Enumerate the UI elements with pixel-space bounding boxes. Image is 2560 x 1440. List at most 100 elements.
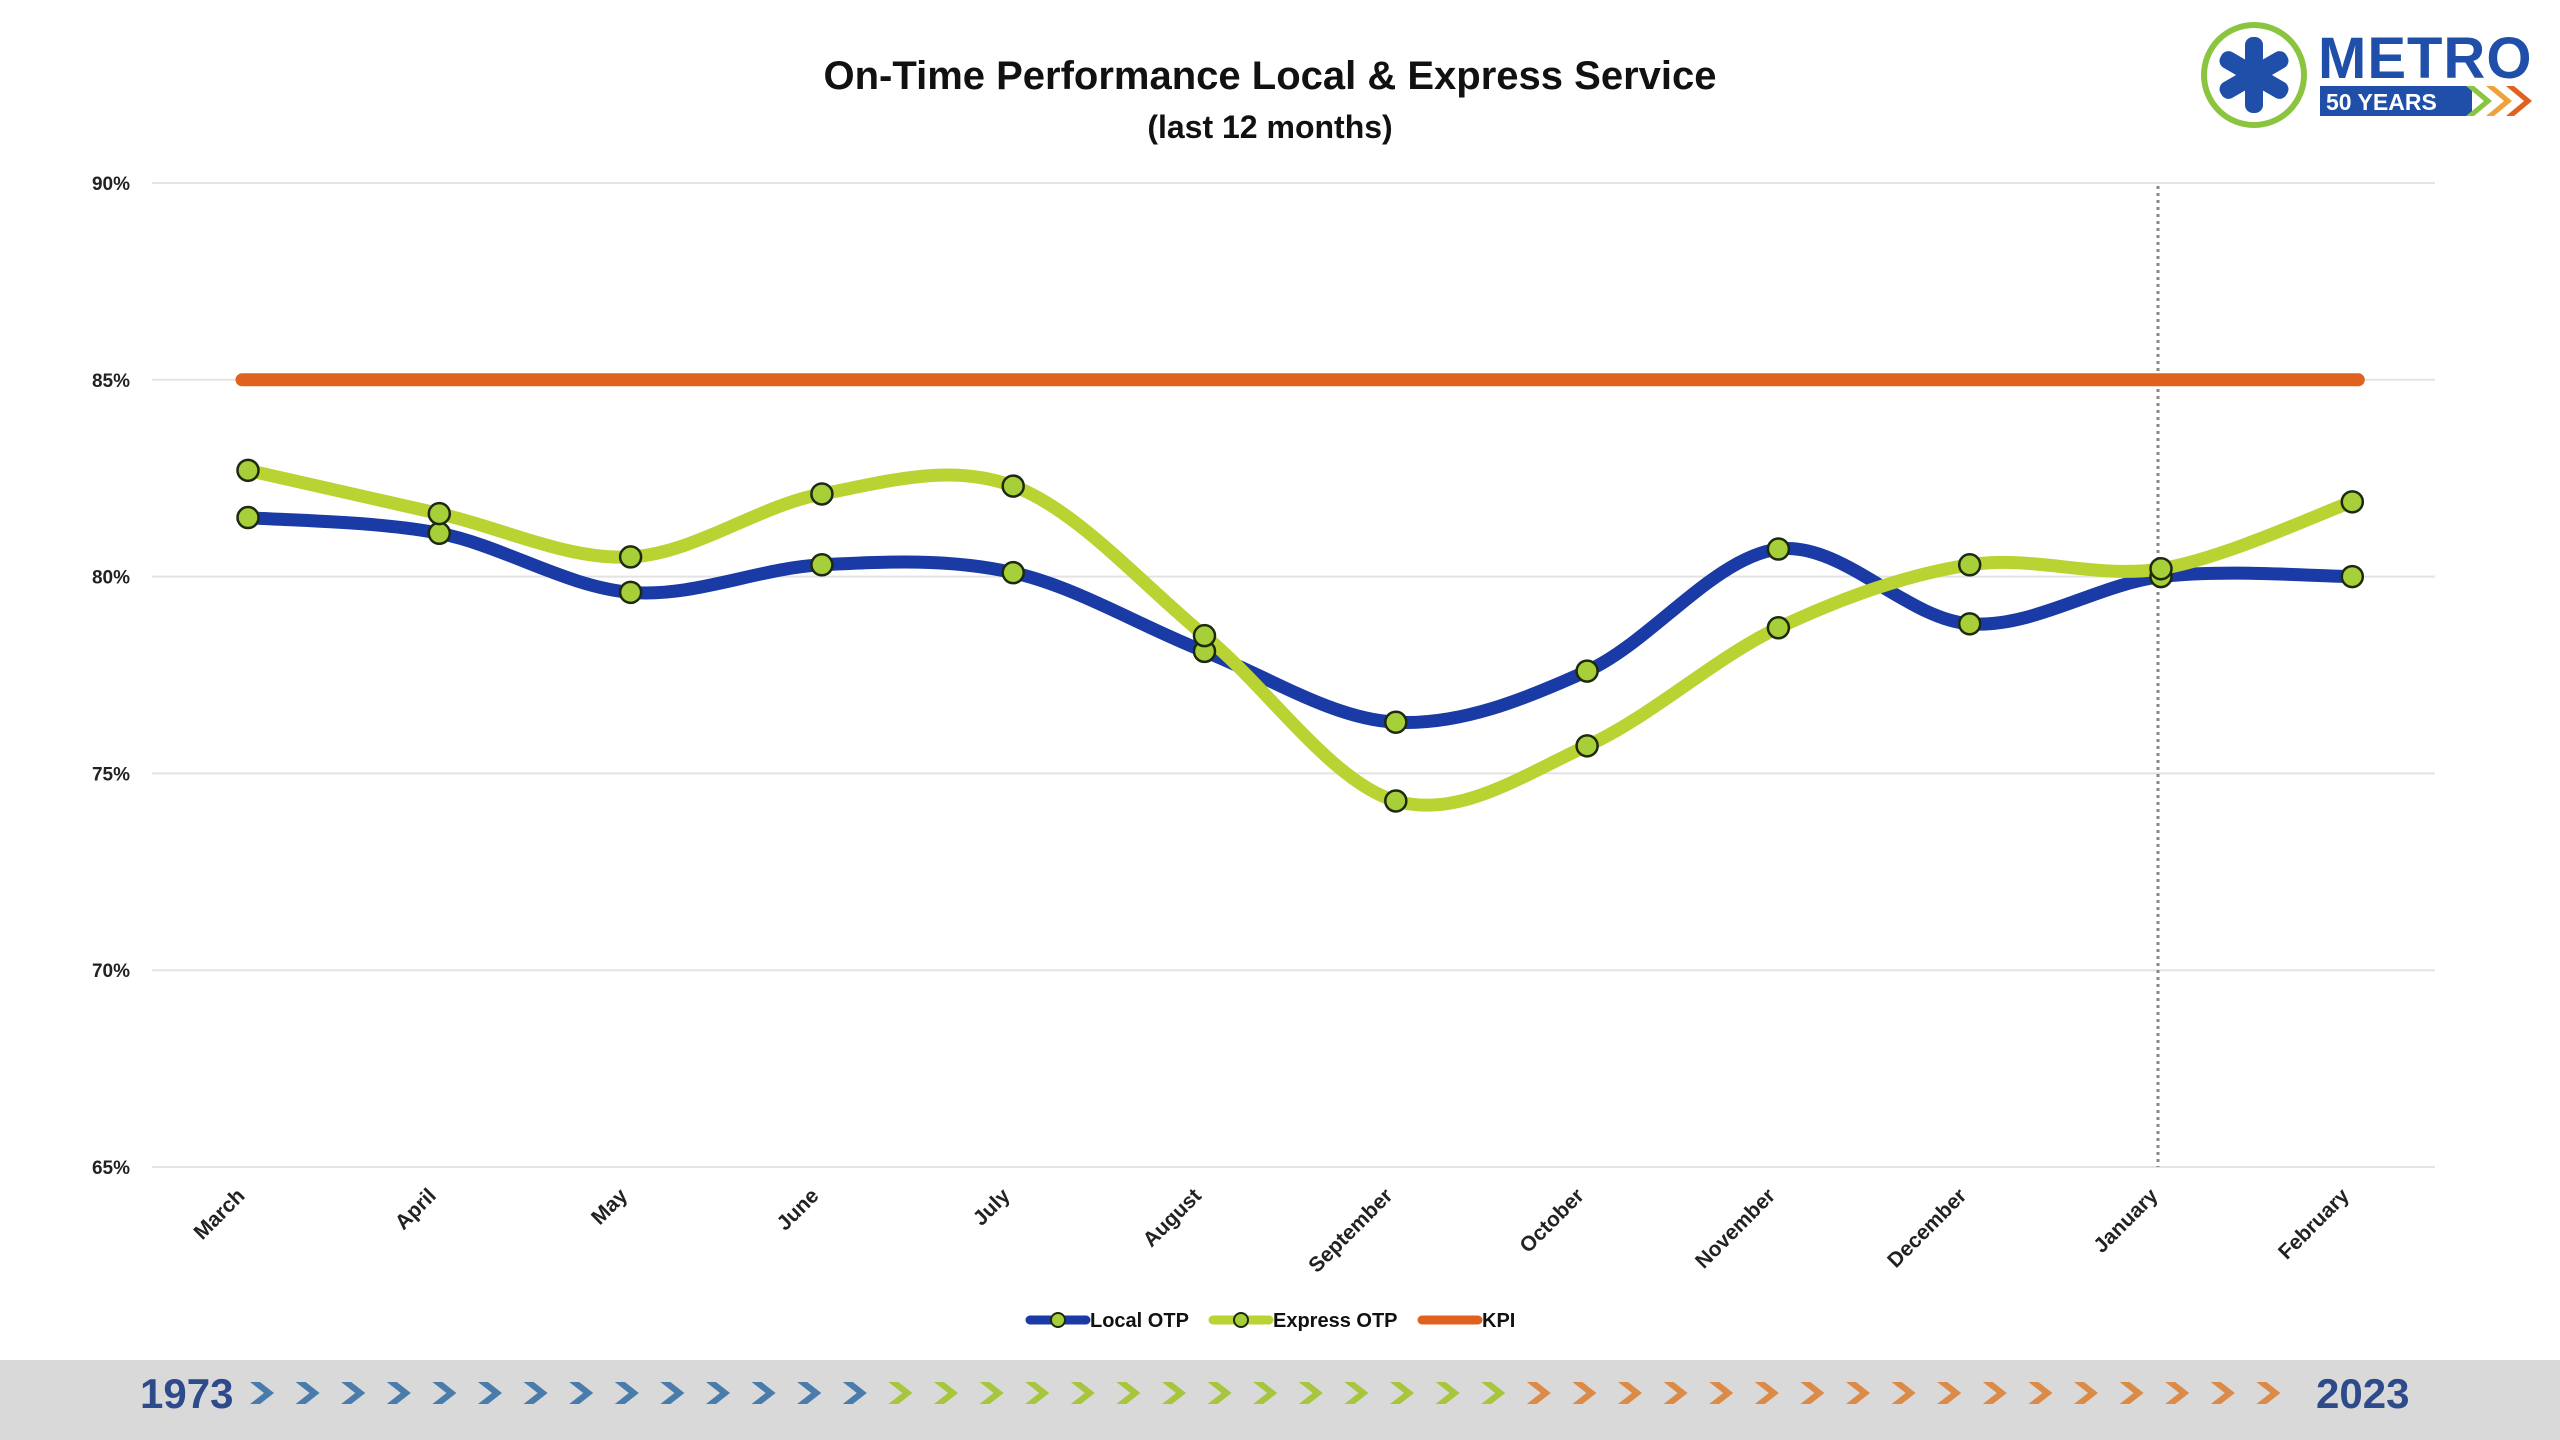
local-otp-point	[1575, 659, 1599, 683]
timeline-chevron-icon	[1162, 1382, 1186, 1404]
timeline-chevron-icon	[888, 1382, 913, 1404]
gridlines	[152, 182, 2435, 1168]
legend-label: Express OTP	[1273, 1310, 1398, 1332]
x-tick-label: April	[391, 1184, 441, 1234]
timeline-chevron-icon	[432, 1382, 457, 1404]
y-tick-label: 70%	[92, 961, 130, 982]
timeline-chevron-icon	[523, 1382, 548, 1404]
express-otp-point	[1384, 789, 1408, 813]
timeline-chevron-icon	[1891, 1382, 1916, 1404]
timeline-chevron-icon	[1618, 1382, 1642, 1404]
timeline-chevron-icon	[1390, 1382, 1414, 1404]
timeline-chevron-icon	[1435, 1382, 1460, 1404]
logo-chevron-icon	[2506, 86, 2532, 116]
timeline-chevron-icon	[1025, 1382, 1050, 1404]
local-otp-point	[427, 521, 452, 546]
express-otp-point	[236, 458, 260, 483]
timeline-chevron-icon	[1846, 1382, 1870, 1404]
local-otp-point	[1001, 560, 1025, 585]
logo-text: METRO	[2318, 26, 2532, 91]
local-otp-point	[618, 580, 643, 605]
timeline-chevron-icon	[934, 1382, 958, 1404]
chart-subtitle: (last 12 months)	[1147, 109, 1392, 145]
chart-title: On-Time Performance Local & Express Serv…	[824, 54, 1717, 98]
timeline-chevron-icon	[842, 1382, 867, 1404]
y-tick-label: 75%	[92, 764, 130, 785]
express-otp-point	[1575, 734, 1599, 758]
series-markers	[236, 458, 2365, 813]
express-otp-point	[1001, 474, 1025, 498]
x-axis-ticks: March April May June July August September Octo…	[190, 1184, 2355, 1277]
timeline-chevron-icon	[1937, 1382, 1962, 1404]
timeline-chevron-icon	[1481, 1382, 1506, 1404]
local-otp-point	[1766, 537, 1791, 561]
legend-label: KPI	[1482, 1310, 1515, 1332]
timeline-chevron-icon	[1207, 1382, 1232, 1404]
legend-marker	[1233, 1312, 1249, 1328]
x-tick-label: January	[2089, 1184, 2162, 1257]
timeline-chevron-icon	[1754, 1382, 1779, 1404]
express-otp-point	[427, 501, 452, 526]
timeline-chevron-icon	[706, 1382, 730, 1404]
express-otp-point	[1192, 623, 1217, 648]
express-otp-point	[618, 545, 643, 569]
local-otp-point	[236, 505, 260, 530]
express-otp-point	[1766, 616, 1791, 640]
timeline-chevron-icon	[386, 1382, 411, 1404]
metro-logo: METRO 50 YEARS	[2201, 22, 2532, 128]
x-tick-label: November	[1691, 1184, 1780, 1273]
series-lines	[235, 373, 2365, 812]
timeline-chevron-icon	[1253, 1382, 1278, 1404]
x-tick-label: March	[190, 1184, 250, 1244]
timeline-arrows	[250, 1382, 2281, 1404]
timeline-chevron-icon	[2256, 1382, 2281, 1404]
timeline-chevron-icon	[2074, 1382, 2098, 1404]
timeline-chevron-icon	[979, 1382, 1004, 1404]
timeline-chevron-icon	[1709, 1382, 1734, 1404]
footer-start-year: 1973	[140, 1370, 233, 1417]
x-tick-label: September	[1304, 1184, 1397, 1277]
express-otp-line	[241, 463, 2359, 812]
x-tick-label: December	[1883, 1184, 1971, 1272]
local-otp-point	[2340, 564, 2365, 589]
timeline-chevron-icon	[341, 1382, 366, 1404]
timeline-chevron-icon	[2210, 1382, 2235, 1404]
timeline-chevron-icon	[1800, 1382, 1825, 1404]
y-tick-label: 65%	[92, 1158, 130, 1179]
x-tick-label: August	[1139, 1184, 1206, 1251]
timeline-chevron-icon	[2028, 1382, 2053, 1404]
x-tick-label: July	[969, 1184, 1015, 1230]
logo-chevron-icon	[2486, 86, 2512, 116]
timeline-chevron-icon	[1982, 1382, 2007, 1404]
timeline-chevron-icon	[2165, 1382, 2190, 1404]
timeline-chevron-icon	[1070, 1382, 1095, 1404]
timeline-chevron-icon	[1663, 1382, 1688, 1404]
y-tick-label: 85%	[92, 371, 130, 392]
express-otp-point	[810, 482, 834, 506]
local-otp-point	[810, 553, 834, 577]
timeline-chevron-icon	[751, 1382, 776, 1404]
timeline-chevron-icon	[614, 1382, 639, 1404]
timeline-chevron-icon	[1116, 1382, 1141, 1404]
timeline-chevron-icon	[569, 1382, 594, 1404]
legend: Local OTP Express OTP KPI	[1025, 1310, 1515, 1332]
logo-years: 50 YEARS	[2326, 89, 2437, 115]
y-tick-label: 80%	[92, 568, 130, 589]
timeline-chevron-icon	[660, 1382, 685, 1404]
timeline-chevron-icon	[797, 1382, 822, 1404]
footer-end-year: 2023	[2316, 1370, 2409, 1417]
y-axis-ticks: 90% 85% 80% 75% 70% 65%	[92, 174, 130, 1179]
local-otp-point	[1384, 710, 1408, 734]
metro-asterisk-icon	[2219, 37, 2289, 113]
local-otp-line	[241, 511, 2359, 730]
x-tick-label: October	[1515, 1184, 1588, 1257]
local-otp-point	[1957, 612, 1982, 636]
logo-chevron-icon	[2466, 86, 2492, 116]
x-tick-label: June	[773, 1184, 824, 1235]
timeline-chevron-icon	[1344, 1382, 1369, 1404]
legend-label: Local OTP	[1090, 1310, 1189, 1332]
logo-ring	[2201, 22, 2307, 128]
express-otp-point	[2340, 490, 2365, 514]
timeline-chevron-icon	[478, 1382, 502, 1404]
